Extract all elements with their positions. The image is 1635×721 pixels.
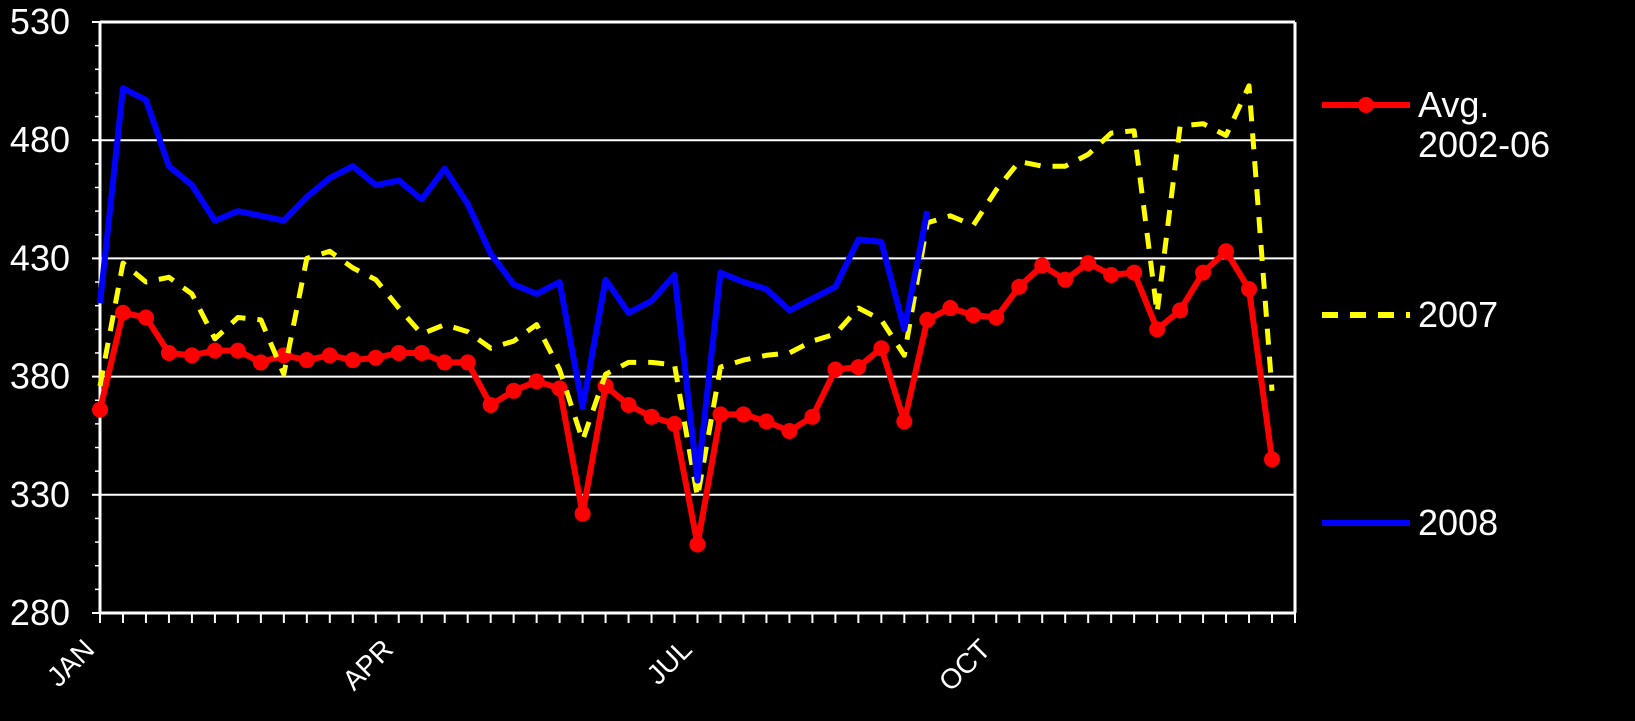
y-tick-label: 380 xyxy=(10,356,70,397)
legend-label-line: 2008 xyxy=(1418,502,1498,543)
data-point xyxy=(390,344,407,361)
data-point xyxy=(620,396,637,413)
data-point xyxy=(919,311,936,328)
series-group xyxy=(92,83,1281,553)
data-point xyxy=(850,359,867,376)
series-line xyxy=(97,83,1275,500)
data-point xyxy=(321,347,338,364)
data-point xyxy=(1218,243,1235,260)
data-point xyxy=(942,300,959,317)
y-tick-label: 430 xyxy=(10,237,70,278)
data-point xyxy=(873,340,890,357)
data-point xyxy=(804,408,821,425)
data-point xyxy=(1126,264,1143,281)
y-tick-label: 280 xyxy=(10,592,70,633)
data-point xyxy=(183,347,200,364)
data-point xyxy=(1149,321,1166,338)
data-point xyxy=(528,373,545,390)
data-point xyxy=(482,396,499,413)
data-point xyxy=(1011,278,1028,295)
data-point xyxy=(1080,255,1097,272)
data-point xyxy=(367,349,384,366)
data-point xyxy=(965,307,982,324)
data-point xyxy=(1264,451,1281,468)
data-point xyxy=(1057,271,1074,288)
data-point xyxy=(1103,266,1120,283)
data-point xyxy=(988,309,1005,326)
series-line xyxy=(97,85,931,484)
data-point xyxy=(896,413,913,430)
gridlines xyxy=(100,21,1295,496)
data-point xyxy=(459,354,476,371)
y-tick-label: 480 xyxy=(10,119,70,160)
data-point xyxy=(781,422,798,439)
data-point xyxy=(1172,302,1189,319)
data-point xyxy=(712,406,729,423)
y-tick-label: 330 xyxy=(10,474,70,515)
data-point xyxy=(137,309,154,326)
data-point xyxy=(114,304,131,321)
data-point xyxy=(735,406,752,423)
data-point xyxy=(574,505,591,522)
legend: Avg. 2002-06 2007 2008 xyxy=(1322,84,1550,543)
legend-label-line: 2007 xyxy=(1418,294,1498,335)
data-point xyxy=(436,354,453,371)
y-tick-label: 530 xyxy=(10,1,70,42)
data-point xyxy=(643,408,660,425)
legend-marker xyxy=(1358,97,1374,113)
data-point xyxy=(160,344,177,361)
data-point xyxy=(298,352,315,369)
y-axis-ticks: 280 330 380 430 480 530 xyxy=(10,1,100,633)
series-line xyxy=(97,248,1275,548)
data-point xyxy=(689,536,706,553)
legend-label-line: Avg. xyxy=(1418,84,1489,125)
data-point xyxy=(827,361,844,378)
data-point xyxy=(505,382,522,399)
data-point xyxy=(1241,281,1258,298)
legend-label: Avg. 2002-06 xyxy=(1418,84,1550,165)
data-point xyxy=(344,352,361,369)
data-point xyxy=(413,344,430,361)
data-point xyxy=(92,401,108,418)
legend-label: 2008 xyxy=(1418,502,1498,543)
data-point xyxy=(1195,264,1212,281)
legend-label-line: 2002-06 xyxy=(1418,124,1550,165)
data-point xyxy=(551,380,568,397)
data-point xyxy=(229,342,246,359)
data-point xyxy=(252,354,269,371)
legend-label: 2007 xyxy=(1418,294,1498,335)
data-point xyxy=(666,415,683,432)
data-point xyxy=(206,342,223,359)
data-point xyxy=(758,413,775,430)
data-point xyxy=(1034,257,1051,274)
